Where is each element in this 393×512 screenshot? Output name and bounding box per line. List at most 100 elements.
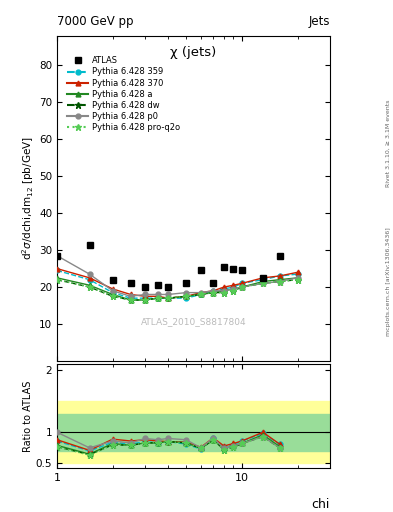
Pythia 6.428 dw (261, 280, 265, 286)
Pythia 6.428 370 (240, 280, 244, 286)
Pythia 6.428 pro-q2o (143, 297, 147, 303)
Line: Pythia 6.428 p0: Pythia 6.428 p0 (55, 253, 300, 298)
Pythia 6.428 p0 (110, 288, 115, 294)
Pythia 6.428 pro-q2o (222, 290, 226, 296)
Pythia 6.428 359 (240, 280, 244, 286)
Text: Jets: Jets (309, 15, 330, 28)
Y-axis label: Ratio to ATLAS: Ratio to ATLAS (23, 380, 33, 452)
Pythia 6.428 370 (222, 284, 226, 290)
Text: 7000 GeV pp: 7000 GeV pp (57, 15, 134, 28)
Pythia 6.428 359 (87, 276, 92, 283)
Pythia 6.428 p0 (231, 286, 236, 292)
Pythia 6.428 dw (143, 297, 147, 303)
Pythia 6.428 pro-q2o (277, 279, 282, 285)
Pythia 6.428 dw (198, 291, 203, 297)
Pythia 6.428 a (295, 275, 300, 281)
Pythia 6.428 370 (211, 288, 216, 294)
Pythia 6.428 p0 (261, 280, 265, 286)
Pythia 6.428 pro-q2o (155, 295, 160, 301)
Pythia 6.428 370 (155, 293, 160, 300)
Pythia 6.428 370 (261, 275, 265, 281)
Pythia 6.428 359 (231, 284, 236, 290)
Pythia 6.428 dw (87, 284, 92, 290)
Pythia 6.428 370 (166, 295, 171, 301)
Pythia 6.428 370 (87, 275, 92, 281)
Pythia 6.428 p0 (211, 288, 216, 294)
Pythia 6.428 dw (240, 284, 244, 290)
Pythia 6.428 a (211, 290, 216, 296)
Pythia 6.428 pro-q2o (231, 288, 236, 294)
Text: χ (jets): χ (jets) (171, 46, 217, 58)
Pythia 6.428 359 (198, 291, 203, 297)
Pythia 6.428 a (110, 291, 115, 297)
Pythia 6.428 a (87, 282, 92, 288)
Pythia 6.428 a (222, 288, 226, 294)
Pythia 6.428 370 (184, 293, 189, 300)
Pythia 6.428 370 (231, 282, 236, 288)
Pythia 6.428 dw (128, 297, 133, 303)
Pythia 6.428 370 (143, 293, 147, 300)
Pythia 6.428 dw (211, 290, 216, 296)
Pythia 6.428 p0 (128, 293, 133, 300)
Pythia 6.428 a (55, 275, 59, 281)
Pythia 6.428 359 (261, 276, 265, 283)
Pythia 6.428 pro-q2o (198, 291, 203, 297)
Line: Pythia 6.428 pro-q2o: Pythia 6.428 pro-q2o (54, 276, 301, 303)
Pythia 6.428 a (198, 291, 203, 297)
Pythia 6.428 p0 (143, 291, 147, 297)
Pythia 6.428 p0 (277, 279, 282, 285)
Pythia 6.428 dw (55, 276, 59, 283)
Line: Pythia 6.428 a: Pythia 6.428 a (55, 275, 300, 303)
Pythia 6.428 p0 (222, 288, 226, 294)
Pythia 6.428 a (261, 279, 265, 285)
Pythia 6.428 p0 (55, 252, 59, 259)
Pythia 6.428 p0 (155, 291, 160, 297)
Pythia 6.428 p0 (240, 284, 244, 290)
Pythia 6.428 dw (184, 293, 189, 300)
Pythia 6.428 pro-q2o (261, 280, 265, 286)
Pythia 6.428 359 (277, 273, 282, 279)
Pythia 6.428 359 (155, 295, 160, 301)
Pythia 6.428 dw (231, 288, 236, 294)
Pythia 6.428 a (277, 276, 282, 283)
Pythia 6.428 pro-q2o (55, 276, 59, 283)
Text: 1: 1 (53, 473, 61, 483)
Line: Pythia 6.428 370: Pythia 6.428 370 (55, 266, 300, 301)
Pythia 6.428 359 (184, 295, 189, 301)
Pythia 6.428 a (231, 286, 236, 292)
Pythia 6.428 370 (295, 269, 300, 275)
Pythia 6.428 370 (128, 291, 133, 297)
Pythia 6.428 pro-q2o (184, 293, 189, 300)
Text: mcplots.cern.ch [arXiv:1306.3436]: mcplots.cern.ch [arXiv:1306.3436] (386, 227, 391, 336)
Pythia 6.428 p0 (184, 290, 189, 296)
Pythia 6.428 dw (155, 295, 160, 301)
Pythia 6.428 359 (55, 267, 59, 273)
Pythia 6.428 p0 (198, 290, 203, 296)
Pythia 6.428 359 (166, 295, 171, 301)
Pythia 6.428 pro-q2o (128, 297, 133, 303)
Pythia 6.428 359 (143, 295, 147, 301)
Pythia 6.428 359 (295, 271, 300, 277)
Pythia 6.428 359 (128, 295, 133, 301)
Text: 10: 10 (235, 473, 249, 483)
Pythia 6.428 p0 (87, 271, 92, 277)
Y-axis label: d$^2\sigma$/dchi,dm$_{12}$ [pb/GeV]: d$^2\sigma$/dchi,dm$_{12}$ [pb/GeV] (20, 137, 36, 260)
Pythia 6.428 a (240, 284, 244, 290)
Line: Pythia 6.428 359: Pythia 6.428 359 (55, 268, 300, 301)
Pythia 6.428 359 (222, 286, 226, 292)
Pythia 6.428 370 (55, 266, 59, 272)
Pythia 6.428 a (184, 293, 189, 300)
Pythia 6.428 pro-q2o (166, 295, 171, 301)
Bar (57, 401, 330, 463)
Pythia 6.428 370 (110, 286, 115, 292)
Pythia 6.428 dw (166, 295, 171, 301)
Pythia 6.428 dw (222, 290, 226, 296)
Pythia 6.428 p0 (166, 291, 171, 297)
Pythia 6.428 a (128, 297, 133, 303)
Pythia 6.428 pro-q2o (87, 284, 92, 290)
Line: Pythia 6.428 dw: Pythia 6.428 dw (54, 276, 301, 303)
Pythia 6.428 370 (277, 273, 282, 279)
Pythia 6.428 dw (277, 279, 282, 285)
Text: chi: chi (312, 498, 330, 511)
Pythia 6.428 dw (110, 293, 115, 300)
